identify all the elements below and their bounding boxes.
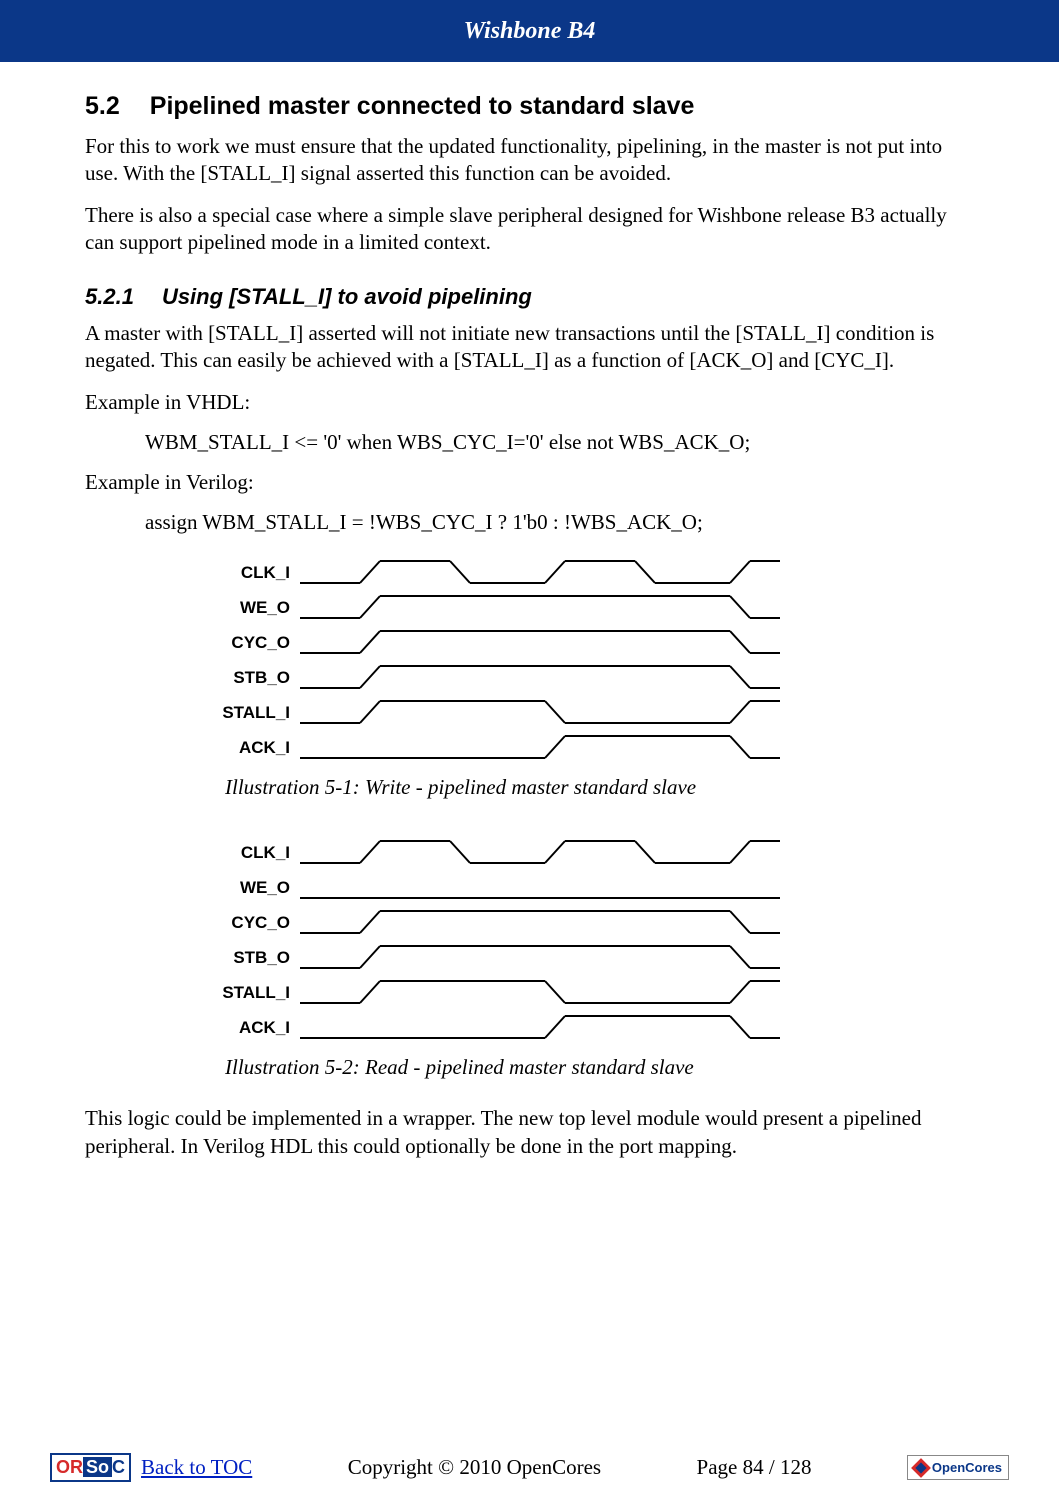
signal-label: WE_O (215, 598, 300, 618)
signal-label: CLK_I (215, 563, 300, 583)
signal-label: STB_O (215, 948, 300, 968)
signal-wave (300, 660, 780, 695)
subsection-para-1: A master with [STALL_I] asserted will no… (85, 320, 974, 375)
signal-wave (300, 695, 780, 730)
diagram-2-caption: Illustration 5-2: Read - pipelined maste… (225, 1055, 974, 1080)
signal-label: STB_O (215, 668, 300, 688)
signal-row: CYC_O (215, 905, 974, 940)
signal-row: STALL_I (215, 695, 974, 730)
signal-label: STALL_I (215, 703, 300, 723)
signal-wave (300, 975, 780, 1010)
subsection-number: 5.2.1 (85, 284, 134, 309)
orsoc-logo: ORSoC (50, 1453, 131, 1482)
signal-label: CYC_O (215, 633, 300, 653)
page-footer: ORSoC Back to TOC Copyright © 2010 OpenC… (0, 1453, 1059, 1482)
signal-wave (300, 1010, 780, 1045)
footer-left: ORSoC Back to TOC (50, 1453, 252, 1482)
signal-label: CLK_I (215, 843, 300, 863)
vhdl-code: WBM_STALL_I <= '0' when WBS_CYC_I='0' el… (145, 430, 974, 455)
back-to-toc-link[interactable]: Back to TOC (141, 1455, 252, 1480)
subsection-title: Using [STALL_I] to avoid pipelining (162, 284, 532, 309)
signal-label: STALL_I (215, 983, 300, 1003)
signal-label: CYC_O (215, 913, 300, 933)
signal-row: STALL_I (215, 975, 974, 1010)
signal-row: ACK_I (215, 1010, 974, 1045)
signal-wave (300, 625, 780, 660)
section-para-2: There is also a special case where a sim… (85, 202, 974, 257)
signal-wave (300, 905, 780, 940)
timing-diagram-1: CLK_I WE_O CYC_O STB_O STALL_I ACK_I (215, 555, 974, 765)
verilog-label: Example in Verilog: (85, 469, 974, 496)
page-number: Page 84 / 128 (697, 1455, 812, 1480)
signal-row: WE_O (215, 590, 974, 625)
signal-row: ACK_I (215, 730, 974, 765)
closing-para: This logic could be implemented in a wra… (85, 1105, 974, 1160)
signal-row: CYC_O (215, 625, 974, 660)
orsoc-or: OR (56, 1457, 83, 1477)
opencores-logo: OpenCores (907, 1455, 1009, 1480)
signal-label: ACK_I (215, 1018, 300, 1038)
opencores-diamond-icon (911, 1458, 931, 1478)
signal-label: ACK_I (215, 738, 300, 758)
section-number: 5.2 (85, 92, 120, 120)
subsection-heading: 5.2.1 Using [STALL_I] to avoid pipelining (85, 284, 974, 310)
signal-row: STB_O (215, 660, 974, 695)
signal-wave (300, 870, 780, 905)
diagram-1-caption: Illustration 5-1: Write - pipelined mast… (225, 775, 974, 800)
signal-wave (300, 590, 780, 625)
vhdl-label: Example in VHDL: (85, 389, 974, 416)
orsoc-so: So (83, 1457, 112, 1477)
section-title: Pipelined master connected to standard s… (150, 92, 695, 120)
signal-label: WE_O (215, 878, 300, 898)
timing-diagram-2: CLK_I WE_O CYC_O STB_O STALL_I ACK_I (215, 835, 974, 1045)
signal-wave (300, 835, 780, 870)
page-content: 5.2 Pipelined master connected to standar… (0, 62, 1059, 1160)
signal-wave (300, 555, 780, 590)
verilog-code: assign WBM_STALL_I = !WBS_CYC_I ? 1'b0 :… (145, 510, 974, 535)
section-para-1: For this to work we must ensure that the… (85, 133, 974, 188)
signal-row: CLK_I (215, 555, 974, 590)
signal-wave (300, 730, 780, 765)
signal-row: CLK_I (215, 835, 974, 870)
signal-row: STB_O (215, 940, 974, 975)
orsoc-c: C (112, 1457, 125, 1477)
signal-wave (300, 940, 780, 975)
section-heading: 5.2 Pipelined master connected to standar… (85, 92, 974, 121)
header-title: Wishbone B4 (464, 18, 596, 45)
page-header: Wishbone B4 (0, 0, 1059, 62)
opencores-label: OpenCores (932, 1460, 1002, 1475)
copyright-text: Copyright © 2010 OpenCores (348, 1455, 601, 1480)
signal-row: WE_O (215, 870, 974, 905)
